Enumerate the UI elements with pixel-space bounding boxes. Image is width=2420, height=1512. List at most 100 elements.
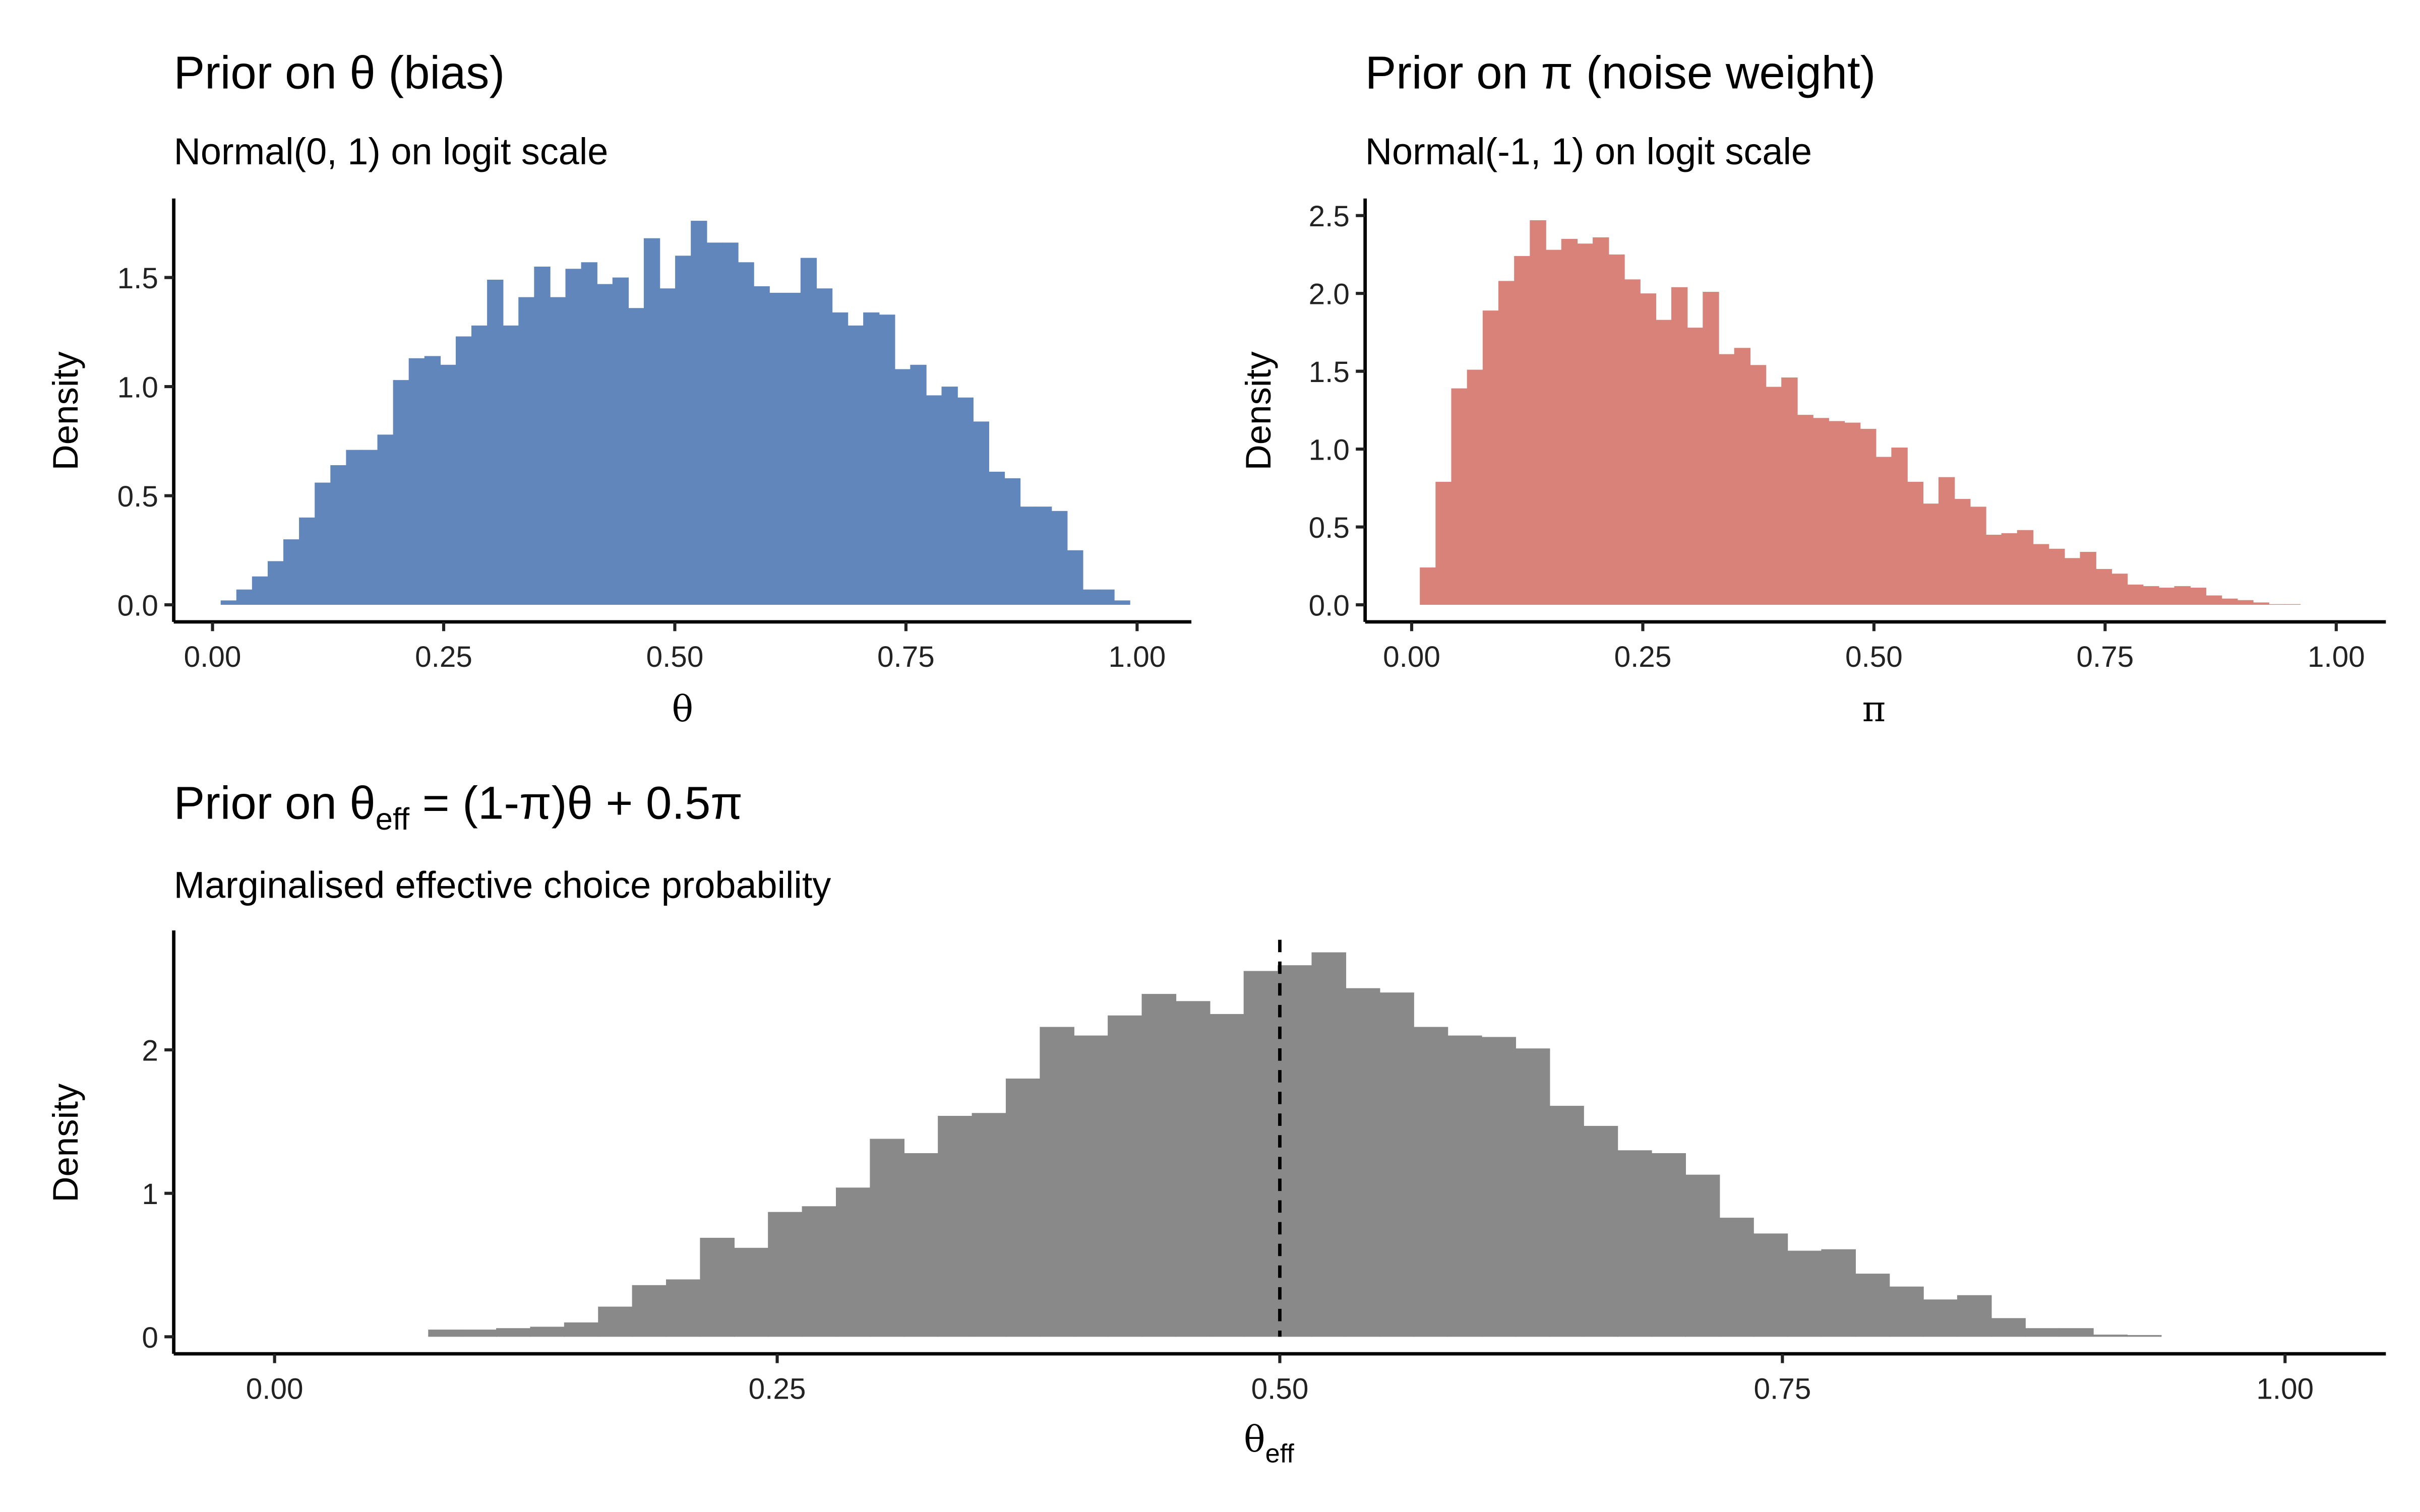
histogram-bar: [1703, 292, 1719, 605]
histogram-bar: [2095, 569, 2112, 605]
histogram-bar: [1435, 481, 1452, 605]
histogram-bar: [377, 434, 394, 605]
histogram-bar: [706, 242, 723, 605]
histogram-bar: [1685, 1174, 1720, 1337]
histogram-bar: [972, 1113, 1007, 1337]
panel-title: Prior on π (noise weight): [1365, 46, 1876, 98]
histogram-bar: [1828, 421, 1845, 605]
histogram-bar: [550, 297, 566, 605]
histogram-bar: [1651, 1153, 1686, 1337]
histogram-bar: [1922, 503, 1940, 605]
histogram-bar: [2237, 600, 2254, 605]
histogram-bar: [2048, 548, 2065, 605]
histogram-bar: [518, 297, 535, 605]
x-label-main: θ: [1244, 1418, 1265, 1460]
x-axis-label: π: [1862, 688, 1886, 730]
histogram-bar: [2174, 586, 2191, 605]
y-tick-label: 0.5: [117, 480, 158, 513]
histogram-bar: [2025, 1328, 2060, 1337]
histogram-bar: [564, 1322, 599, 1337]
histogram-bar: [2205, 595, 2222, 605]
y-tick-label: 0.5: [1309, 512, 1350, 544]
histogram-bar: [1891, 447, 1908, 605]
histogram-bar: [894, 369, 911, 605]
histogram-bar: [1753, 1233, 1788, 1337]
x-tick-label: 0.00: [1383, 641, 1440, 673]
histogram-bar: [1719, 1218, 1754, 1337]
histogram-bar: [471, 325, 488, 605]
histogram-bar: [534, 266, 551, 605]
histogram-bar: [784, 292, 802, 605]
histogram-bar: [700, 1237, 735, 1337]
histogram-bar: [455, 336, 472, 605]
x-tick-label: 0.25: [415, 641, 472, 673]
histogram-bar: [2127, 584, 2144, 605]
histogram-bar: [220, 600, 237, 605]
y-tick-label: 1.0: [117, 371, 158, 404]
histogram-bar: [691, 221, 707, 605]
histogram-bar: [2127, 1335, 2162, 1337]
x-tick-label: 0.25: [749, 1372, 806, 1405]
title-rest: = (1-π)θ + 0.5π: [409, 777, 743, 829]
y-axis-label: Density: [1238, 351, 1278, 471]
histogram-bar: [863, 312, 880, 605]
histogram-bar: [675, 256, 692, 605]
histogram-bar: [612, 277, 629, 605]
histogram-bar: [879, 314, 895, 605]
histogram-bar: [408, 358, 425, 605]
y-axis-label: Density: [45, 351, 85, 471]
histogram-bar: [1549, 1106, 1584, 1337]
histogram-bar: [2017, 530, 2034, 605]
histogram-bar: [835, 1187, 871, 1337]
histogram-bar: [598, 1306, 633, 1337]
plot-area: 0.00 0.25 0.50 0.75 1.00 0.0 0.5 1.0 1.5: [117, 198, 1192, 673]
histogram-bar: [440, 364, 457, 605]
histogram-bar: [870, 1139, 904, 1337]
histogram-bar: [1051, 511, 1068, 605]
histogram-bar: [1655, 320, 1672, 605]
histogram-bar: [1985, 534, 2002, 605]
histogram-bar: [1821, 1249, 1856, 1337]
histogram-bar: [530, 1327, 565, 1337]
histogram-bar: [1561, 239, 1578, 605]
histogram-bar: [2001, 533, 2018, 605]
x-tick-label: 0.25: [1614, 641, 1672, 673]
histogram-bar: [1624, 279, 1641, 605]
histogram-bar: [565, 269, 582, 605]
histogram-bar: [1687, 328, 1704, 605]
histogram-bar: [768, 1212, 803, 1337]
histogram-bar: [596, 284, 613, 605]
histogram-bar: [1734, 348, 1751, 605]
histogram-bar: [738, 262, 754, 605]
x-axis-label: θ: [672, 688, 694, 730]
histogram-bar: [973, 421, 990, 605]
histogram-bar: [1640, 293, 1656, 605]
histogram-bar: [393, 380, 409, 605]
histogram-bar: [1991, 1318, 2026, 1337]
panel-title: Prior on θ (bias): [174, 46, 505, 98]
histogram-bar: [1278, 965, 1312, 1337]
histogram-bar: [2093, 1335, 2128, 1337]
histogram-bar: [1844, 422, 1861, 605]
histogram-bar: [1954, 498, 1971, 605]
histogram-bar: [581, 262, 597, 605]
panel-title: Prior on θeff = (1-π)θ + 0.5π: [174, 777, 743, 837]
histogram-bar: [1345, 988, 1380, 1337]
histogram-bar: [1108, 1015, 1142, 1337]
histogram-bar: [1749, 365, 1767, 605]
histogram-bar: [666, 1279, 701, 1337]
histogram-bar: [1175, 1001, 1211, 1337]
histogram-bar: [769, 292, 785, 605]
y-tick-label: 2: [142, 1035, 158, 1067]
histogram-bar: [1515, 1048, 1550, 1337]
histogram-bar: [1482, 310, 1499, 605]
x-tick-label: 0.00: [246, 1372, 304, 1405]
histogram-bar: [1467, 369, 1484, 605]
x-tick-label: 1.00: [2308, 641, 2365, 673]
y-tick-label: 2.0: [1309, 278, 1350, 311]
histogram-bar: [361, 450, 378, 605]
histogram-bar: [299, 517, 316, 605]
plot-area: 0.00 0.25 0.50 0.75 1.00 0.0 0.5 1.0 1.5 2.0 2.5: [1309, 198, 2386, 673]
histogram-bar: [236, 589, 253, 605]
histogram-bar: [1907, 481, 1923, 605]
